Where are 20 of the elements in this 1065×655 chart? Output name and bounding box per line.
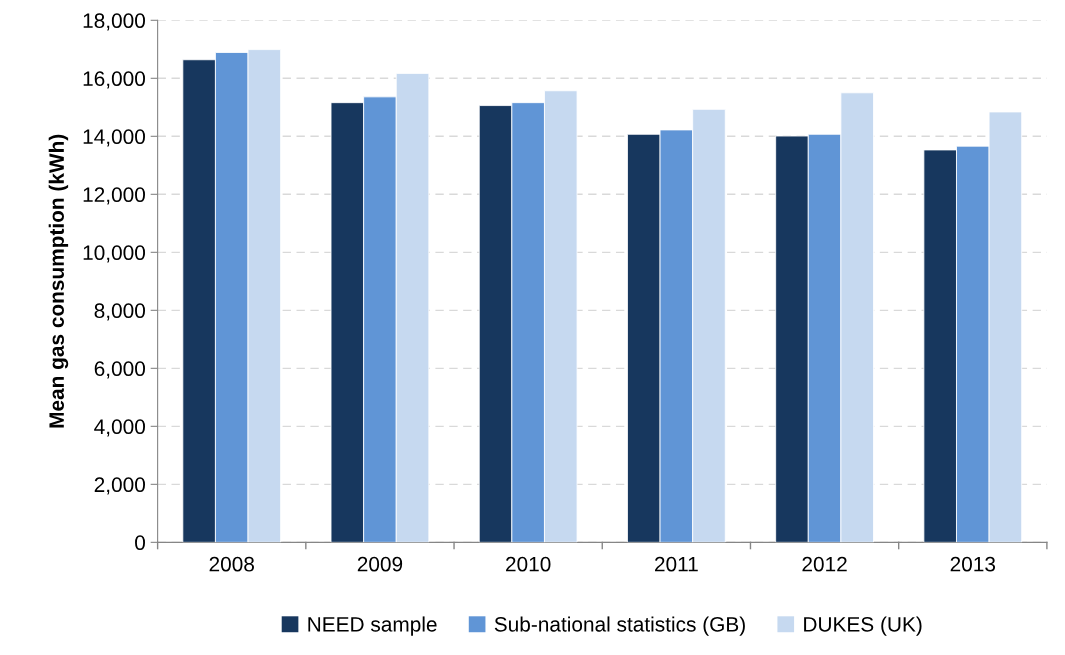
x-tick-label: 2009: [357, 556, 403, 572]
x-tick-label: 2008: [209, 556, 254, 572]
y-tick-label: 16,000: [83, 71, 146, 89]
legend-label: NEED sample: [308, 616, 437, 636]
legend-label: DUKES (UK): [804, 616, 922, 636]
x-tick-label: 2013: [950, 556, 996, 572]
x-tick-label: 2011: [655, 556, 698, 572]
x-tick-label: 2010: [506, 556, 551, 572]
y-tick-label: 12,000: [83, 187, 146, 205]
y-tick-label: 0: [135, 535, 145, 551]
y-tick-label: 6,000: [94, 361, 145, 379]
x-tick-label: 2012: [802, 556, 847, 572]
y-axis-title: Mean gas consumption (kWh): [48, 134, 69, 428]
y-tick-label: 8,000: [94, 303, 145, 321]
legend-label: Sub-national statistics (GB): [494, 616, 745, 636]
y-tick-label: 4,000: [94, 419, 145, 437]
y-tick-label: 2,000: [94, 477, 145, 495]
y-tick-label: 18,000: [83, 13, 146, 31]
y-tick-label: 14,000: [83, 129, 146, 147]
y-tick-label: 10,000: [83, 245, 146, 263]
